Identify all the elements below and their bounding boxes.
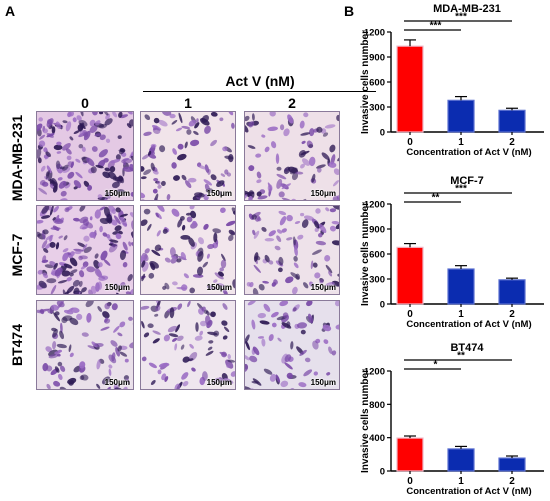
scale-bar-label: 150μm: [310, 283, 336, 292]
bar-0: [396, 437, 424, 472]
y-tick-label: 1200: [364, 200, 385, 211]
bar-1: [447, 268, 475, 305]
micrograph-mcf-7-1nm: 150μm: [140, 205, 236, 295]
y-tick-label: 0: [380, 128, 385, 139]
chart-title: MCF-7: [450, 175, 484, 187]
y-tick-label: 0: [380, 467, 385, 478]
scale-bar-label: 150μm: [206, 189, 232, 198]
significance-label: **: [432, 193, 440, 204]
x-tick-label: 2: [509, 476, 515, 487]
x-tick-label: 2: [509, 309, 515, 320]
x-tick-label: 0: [407, 137, 413, 148]
cell-line-label-bt474: BT474: [9, 323, 25, 367]
concentration-header-0: 0: [81, 95, 89, 111]
y-tick-label: 0: [380, 300, 385, 311]
y-axis-label: Invasive cells number: [360, 202, 371, 306]
significance-label: ***: [455, 12, 467, 23]
bar-0: [396, 246, 424, 305]
micrograph-mcf-7-2nm: 150μm: [244, 205, 340, 295]
micrograph-mda-mb-231-1nm: 150μm: [140, 111, 236, 201]
x-tick-label: 1: [458, 137, 464, 148]
y-tick-label: 900: [369, 225, 385, 236]
bar-1: [447, 99, 475, 133]
scale-bar-label: 150μm: [206, 378, 232, 387]
y-tick-label: 800: [369, 400, 385, 411]
bar-0: [396, 45, 424, 133]
chart-title: MDA-MB-231: [433, 3, 501, 15]
bar-1: [447, 448, 475, 472]
y-tick-label: 400: [369, 433, 385, 444]
micrograph-bt474-2nm: 150μm: [244, 300, 340, 390]
cell-line-label-mda-mb-231: MDA-MB-231: [9, 114, 25, 202]
scale-bar-label: 150μm: [310, 189, 336, 198]
bar-2: [498, 457, 526, 472]
y-tick-label: 300: [369, 103, 385, 114]
panel-a-label: A: [5, 3, 16, 19]
bar-2: [498, 279, 526, 305]
panel-b-label: B: [344, 3, 355, 19]
x-tick-label: 0: [407, 309, 413, 320]
micrograph-mcf-7-0nm: 150μm: [36, 205, 134, 295]
y-tick-label: 600: [369, 250, 385, 261]
y-axis-label: Invasive cells number: [360, 30, 371, 134]
treatment-label: Act V (nM): [225, 73, 295, 89]
x-axis-label: Concentration of Act V (nM): [406, 486, 531, 497]
micrograph-bt474-1nm: 150μm: [140, 300, 236, 390]
scale-bar-label: 150μm: [104, 189, 130, 198]
y-tick-label: 900: [369, 53, 385, 64]
y-axis-label: Invasive cells number: [360, 369, 371, 473]
significance-label: **: [457, 351, 465, 362]
x-tick-label: 0: [407, 476, 413, 487]
y-tick-label: 1200: [364, 367, 385, 378]
bar-2: [498, 109, 526, 133]
significance-label: ***: [430, 21, 442, 32]
y-tick-label: 300: [369, 275, 385, 286]
x-tick-label: 1: [458, 476, 464, 487]
scale-bar-label: 150μm: [104, 378, 130, 387]
y-tick-label: 1200: [364, 28, 385, 39]
concentration-header-2: 2: [288, 95, 296, 111]
scale-bar-label: 150μm: [310, 378, 336, 387]
micrograph-mda-mb-231-0nm: 150μm: [36, 111, 134, 201]
significance-label: *: [434, 360, 438, 371]
concentration-header-1: 1: [184, 95, 192, 111]
micrograph-bt474-0nm: 150μm: [36, 300, 134, 390]
x-axis-label: Concentration of Act V (nM): [406, 319, 531, 330]
scale-bar-label: 150μm: [206, 283, 232, 292]
cell-line-label-mcf-7: MCF-7: [9, 233, 25, 277]
chart-title: BT474: [450, 342, 484, 354]
micrograph-mda-mb-231-2nm: 150μm: [244, 111, 340, 201]
treatment-bracket-line: [143, 91, 376, 92]
x-tick-label: 2: [509, 137, 515, 148]
y-tick-label: 600: [369, 78, 385, 89]
x-axis-label: Concentration of Act V (nM): [406, 147, 531, 158]
x-tick-label: 1: [458, 309, 464, 320]
significance-label: ***: [455, 184, 467, 195]
scale-bar-label: 150μm: [104, 283, 130, 292]
